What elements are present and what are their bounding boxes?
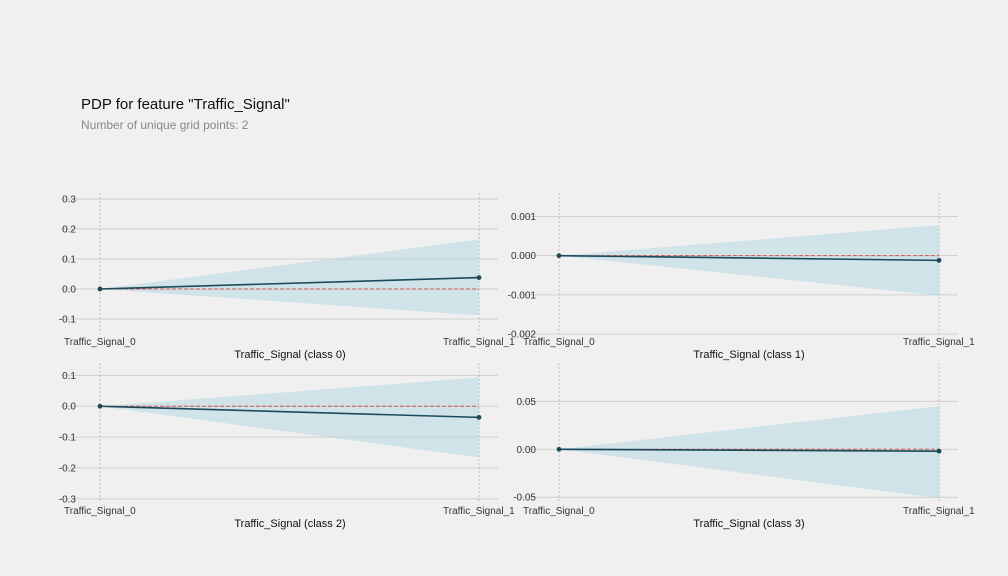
- panel-2-confidence-band: [100, 377, 479, 458]
- panel-1-y-tick-label: -0.001: [508, 290, 537, 301]
- panel-3-pdp-line: [558, 448, 940, 452]
- panel-2-x-tick-label: Traffic_Signal_1: [443, 506, 515, 517]
- panel-2-y-tick-label: 0.0: [62, 402, 76, 413]
- panel-3-y-tick-label: -0.05: [513, 493, 536, 504]
- panel-1-pdp-point: [556, 253, 562, 259]
- chart-title: PDP for feature "Traffic_Signal": [81, 96, 290, 113]
- panel-0-y-tick-label: 0.2: [62, 225, 76, 236]
- panel-3-x-tick-label: Traffic_Signal_0: [523, 506, 595, 517]
- panel-3-x-tick-label: Traffic_Signal_1: [903, 506, 975, 517]
- panel-0-x-axis-label: Traffic_Signal (class 0): [234, 349, 345, 361]
- panel-2-y-tick-label: -0.3: [59, 494, 77, 505]
- panel-3-y-tick-label: 0.05: [517, 397, 537, 408]
- chart-subtitle: Number of unique grid points: 2: [81, 118, 249, 132]
- panel-2-y-tick-label: 0.1: [62, 371, 76, 382]
- panel-2-pdp-point: [97, 403, 103, 409]
- panel-2-x-axis-label: Traffic_Signal (class 2): [234, 518, 345, 530]
- panel-0-pdp-line: [99, 276, 480, 290]
- panel-1-x-tick-label: Traffic_Signal_0: [523, 337, 595, 348]
- panel-1-y-tick-label: -0.002: [508, 330, 537, 341]
- panel-1-confidence-band: [559, 225, 939, 296]
- panel-2-y-tick-label: -0.1: [59, 433, 77, 444]
- panel-2-pdp-point: [476, 414, 482, 420]
- panel-1-y-tick-label: 0.000: [511, 251, 536, 262]
- panel-1-pdp-point: [936, 257, 942, 263]
- panel-0-x-tick-label: Traffic_Signal_1: [443, 337, 515, 348]
- panel-1-x-axis-label: Traffic_Signal (class 1): [693, 349, 804, 361]
- panel-1-pdp-line: [558, 254, 940, 262]
- panel-2-pdp-line: [99, 405, 480, 419]
- panel-0-pdp-point: [476, 275, 482, 280]
- panel-1-x-tick-label: Traffic_Signal_1: [903, 337, 975, 348]
- panel-2-x-tick-label: Traffic_Signal_0: [64, 506, 136, 517]
- panel-2-y-tick-label: -0.2: [59, 464, 77, 475]
- panel-0-y-tick-label: 0.3: [62, 195, 76, 206]
- panel-3-y-tick-label: 0.00: [517, 445, 537, 456]
- panel-3-confidence-band: [559, 406, 939, 499]
- panel-1-y-tick-label: 0.001: [511, 212, 536, 223]
- panel-0-x-tick-label: Traffic_Signal_0: [64, 337, 136, 348]
- panel-3-x-axis-label: Traffic_Signal (class 3): [693, 518, 804, 530]
- panel-3-pdp-point: [936, 448, 942, 454]
- panel-0-pdp-point: [97, 286, 103, 292]
- panel-3-pdp-point: [556, 446, 562, 452]
- panel-0-confidence-band: [100, 239, 479, 316]
- panel-0-y-tick-label: 0.0: [62, 285, 76, 296]
- panel-0-y-tick-label: 0.1: [62, 255, 76, 266]
- panel-0-y-tick-label: -0.1: [59, 315, 77, 326]
